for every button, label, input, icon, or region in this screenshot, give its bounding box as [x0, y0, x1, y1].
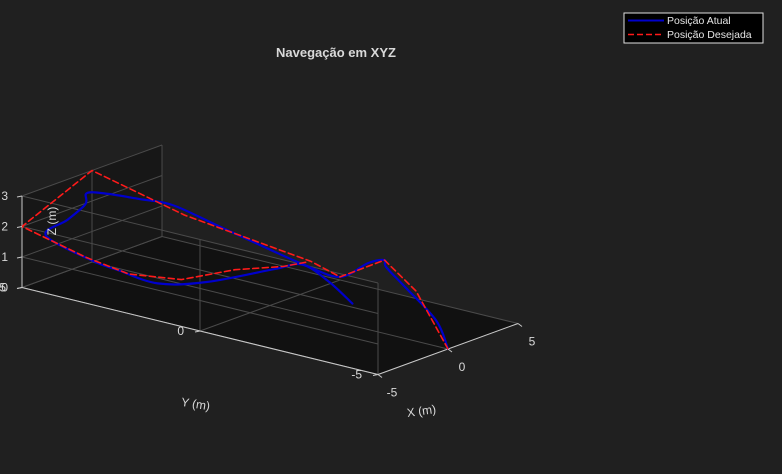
grid-lines — [21, 144, 519, 375]
grid-line-z — [21, 236, 163, 288]
series-layer — [21, 169, 450, 351]
z-tick-mark — [16, 195, 23, 198]
y-axis-label: Y (m) — [180, 395, 211, 413]
x-tick-label: 0 — [459, 360, 466, 374]
z-tick-label: 0 — [1, 281, 8, 295]
y-tick-mark — [194, 330, 201, 333]
z-tick-label: 1 — [1, 250, 8, 264]
grid-line-y — [199, 279, 341, 332]
x-tick-mark — [377, 374, 383, 378]
z-tick-mark — [16, 256, 23, 259]
grid-line-z — [21, 256, 379, 345]
grid-line-z — [21, 195, 379, 284]
grid-line-z — [21, 175, 163, 227]
y-tick-label: 0 — [177, 324, 184, 338]
axes-box — [21, 144, 519, 375]
legend-label-actual: Posição Atual — [667, 15, 731, 27]
chart-title: Navegação em XYZ — [276, 45, 396, 60]
y-tick-label: -5 — [351, 368, 362, 382]
y-tick-label: 5 — [0, 281, 6, 295]
series-line-desired — [21, 169, 449, 350]
x-tick-mark — [447, 348, 453, 353]
z-tick-mark — [16, 226, 23, 228]
grid-line-z — [21, 205, 163, 258]
z-tick-label: 3 — [1, 189, 8, 203]
z-tick-mark — [16, 287, 23, 289]
x-tick-label: -5 — [387, 386, 398, 400]
x-axis-label: X (m) — [406, 402, 437, 420]
z-tick-label: 2 — [1, 220, 8, 234]
x-tick-label: 5 — [529, 335, 536, 349]
grid-line-z — [21, 226, 379, 314]
legend[interactable]: Posição Atual Posição Desejada — [623, 12, 764, 44]
legend-label-desired: Posição Desejada — [667, 29, 752, 41]
x-tick-mark — [517, 323, 523, 327]
z-axis-label: Z (m) — [45, 207, 59, 236]
y-tick-mark — [372, 374, 379, 376]
legend-box — [623, 12, 764, 44]
